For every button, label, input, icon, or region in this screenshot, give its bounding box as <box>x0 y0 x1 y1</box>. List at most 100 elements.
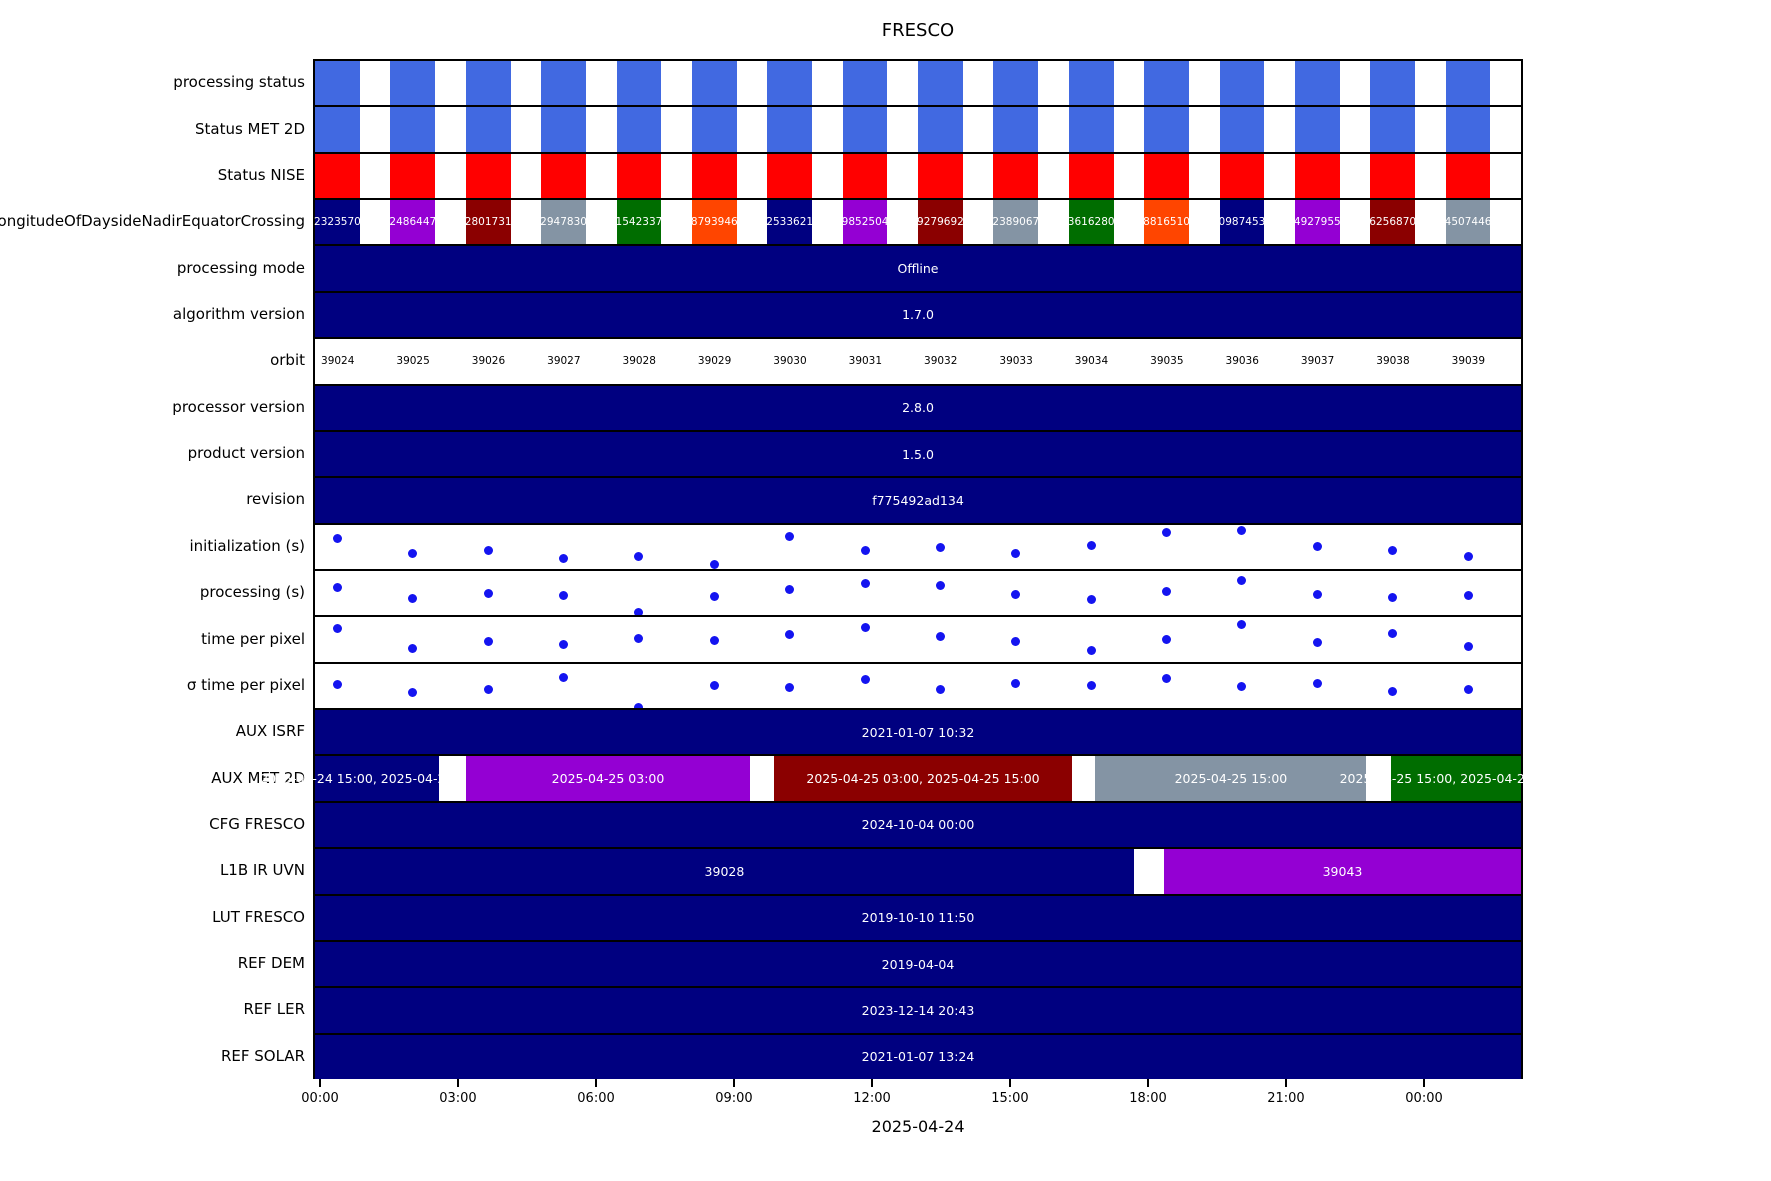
orbit-block <box>767 61 813 108</box>
segment-text: 39028 <box>704 863 745 879</box>
row-orbit_blocks <box>315 151 1521 199</box>
scatter-dot <box>1312 678 1322 688</box>
row-value: 2021-01-07 13:24 <box>861 1049 975 1065</box>
scatter-dot <box>1162 528 1172 538</box>
scatter-dot <box>785 531 795 541</box>
orbit-block <box>390 153 436 199</box>
scatter-dot <box>709 592 719 601</box>
scatter-dot <box>408 687 418 697</box>
scatter-dot <box>709 636 719 646</box>
row-label-revision: revision <box>246 490 305 509</box>
row-label-ref-dem: REF DEM <box>237 954 305 973</box>
orbit-block <box>767 200 813 245</box>
orbit-block <box>465 200 511 245</box>
orbit-block <box>691 107 737 152</box>
scatter-dot <box>709 559 719 569</box>
scatter-dot <box>1237 575 1247 585</box>
scatter-dot <box>709 681 719 691</box>
segment-block <box>315 756 439 801</box>
row-scatter <box>315 522 1521 569</box>
orbit-number: 39026 <box>471 355 506 368</box>
orbit-block <box>1294 153 1340 199</box>
segment-text: 2025-04-25 03:00 <box>551 771 665 787</box>
segment-block <box>1391 756 1521 801</box>
longitude-value: 3616280 <box>1067 216 1115 229</box>
row-full: 2.8.0 <box>315 383 1521 430</box>
row-scatter <box>315 615 1521 661</box>
orbit-block <box>541 61 586 108</box>
scatter-dot <box>860 579 870 589</box>
longitude-value: 9852504 <box>841 216 889 229</box>
longitude-value: 4507446 <box>1444 216 1492 229</box>
orbit-block <box>541 153 586 199</box>
scatter-dot <box>785 683 795 693</box>
orbit-number: 39030 <box>773 355 807 368</box>
orbit-block <box>842 200 888 245</box>
x-tick-label: 03:00 <box>439 1091 477 1106</box>
orbit-block <box>315 61 360 108</box>
scatter-dot <box>1463 551 1473 561</box>
segment-block <box>1164 849 1521 894</box>
x-tick-mark <box>595 1079 598 1087</box>
row-label-status-met-2d: Status MET 2D <box>194 119 305 138</box>
row-label-cfg-fresco: CFG FRESCO <box>209 814 305 833</box>
orbit-block <box>1068 61 1114 108</box>
orbit-block <box>1370 200 1416 245</box>
scatter-dot <box>1388 687 1398 697</box>
orbit-number: 39036 <box>1225 355 1259 368</box>
segment-text: 39043 <box>1322 863 1363 879</box>
scatter-dot <box>1011 678 1021 688</box>
x-tick-label: 06:00 <box>577 1091 615 1106</box>
orbit-block <box>993 200 1039 245</box>
scatter-dot <box>1086 540 1096 550</box>
orbit-block <box>1294 61 1340 108</box>
row-segments: 2025-04-24 15:00, 2025-04-25 03:00 2025-0… <box>260 754 1573 801</box>
x-axis-date-label: 2025-04-24 <box>871 1117 965 1136</box>
orbit-block <box>1370 61 1416 108</box>
orbit-block <box>465 153 511 199</box>
orbit-block <box>315 107 360 152</box>
orbit-block <box>1144 153 1189 199</box>
row-value: 2019-04-04 <box>881 956 955 972</box>
longitude-value: 8816510 <box>1143 216 1190 229</box>
orbit-block <box>691 61 737 108</box>
row-full: 2024-10-04 00:00 <box>315 800 1521 848</box>
orbit-block <box>315 153 360 199</box>
scatter-dot <box>634 608 644 618</box>
scatter-dot <box>1463 684 1473 694</box>
row-label-aux-isrf: AUX ISRF <box>235 722 305 741</box>
x-tick-mark <box>319 1079 322 1087</box>
row-orbit_blocks <box>315 61 1521 108</box>
longitude-value: 4927955 <box>1293 216 1341 229</box>
row-label-product-version: product version <box>187 444 305 463</box>
scatter-dot <box>860 623 870 633</box>
scatter-dot <box>785 630 795 640</box>
orbit-block <box>691 200 737 245</box>
scatter-dot <box>860 675 870 685</box>
scatter-dot <box>332 680 342 690</box>
scatter-dot <box>1388 629 1398 639</box>
orbit-number: 39025 <box>396 355 430 368</box>
row-label-processing-status: processing status <box>173 73 305 92</box>
longitude-value: 2486447 <box>389 216 437 229</box>
orbit-block <box>1068 200 1114 245</box>
scatter-dot <box>483 588 493 598</box>
scatter-dot <box>860 545 870 555</box>
longitude-value: 8793946 <box>690 216 738 229</box>
scatter-dot <box>1237 682 1247 692</box>
row-full: 2019-04-04 <box>315 939 1521 987</box>
row-label-processing-s-: processing (s) <box>199 583 305 602</box>
orbit-number: 39028 <box>622 355 656 368</box>
row-label-longitudeofdaysidenadirequatorcrossing: LongitudeOfDaysideNadirEquatorCrossing <box>0 212 305 231</box>
scatter-dot <box>1162 674 1172 684</box>
orbit-block <box>842 107 888 152</box>
orbit-block <box>1219 200 1265 245</box>
scatter-dot <box>332 582 342 592</box>
scatter-dot <box>935 684 945 694</box>
chart-title: FRESCO <box>881 20 955 41</box>
orbit-block <box>390 61 436 108</box>
orbit-block <box>993 153 1039 199</box>
orbit-block <box>1370 107 1416 152</box>
orbit-block <box>1294 107 1340 152</box>
x-tick-label: 09:00 <box>715 1091 753 1106</box>
